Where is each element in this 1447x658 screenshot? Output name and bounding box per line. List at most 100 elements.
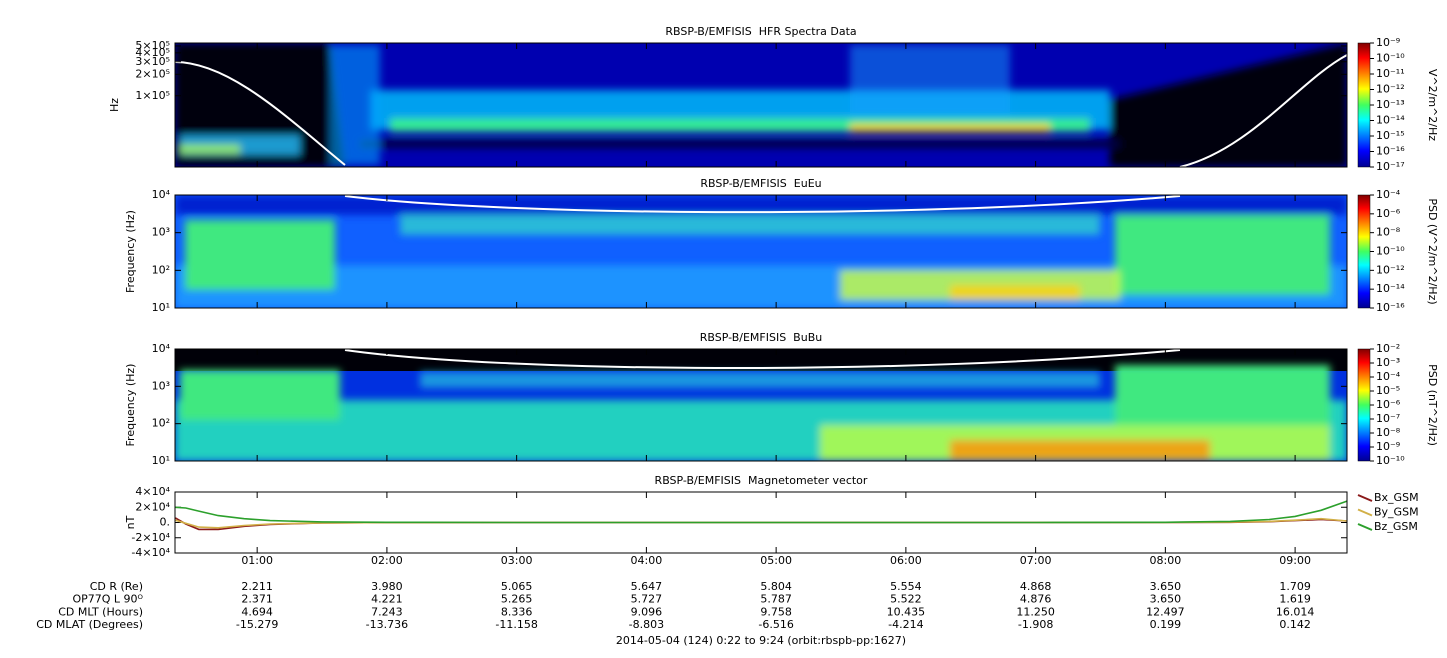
colorbar-tick-label: 10⁻¹⁶ <box>1376 145 1405 158</box>
y-axis-label: Frequency (Hz) <box>124 210 137 293</box>
x-tick-label: 01:00 <box>241 554 273 567</box>
ephemeris-value: -11.158 <box>495 618 537 631</box>
colorbar-tick-label: 10⁻¹⁰ <box>1376 454 1405 467</box>
ephemeris-value: 2.211 <box>241 580 273 593</box>
panel-title: RBSP-B/EMFISIS BuBu <box>700 331 822 344</box>
ephemeris-value: 5.787 <box>760 593 792 606</box>
ephemeris-value: -6.516 <box>758 618 793 631</box>
ephemeris-label: CD MLT (Hours) <box>58 605 143 618</box>
plot-frame <box>174 491 1348 554</box>
footer: 2014-05-04 (124) 0:22 to 9:24 (orbit:rbs… <box>616 634 906 647</box>
x-tick-label: 07:00 <box>1020 554 1052 567</box>
ephemeris-value: 3.650 <box>1150 593 1182 606</box>
panel-title: RBSP-B/EMFISIS Magnetometer vector <box>655 474 868 487</box>
x-tick-label: 06:00 <box>890 554 922 567</box>
colorbar-tick-label: 10⁻¹⁰ <box>1376 245 1405 258</box>
y-tick-label: -4×10⁴ <box>131 546 170 559</box>
ephemeris-value: 5.647 <box>631 580 663 593</box>
colorbar-tick-label: 10⁻⁷ <box>1376 412 1400 425</box>
colorbar-tick-label: 10⁻⁴ <box>1376 370 1401 383</box>
ephemeris-value: 4.876 <box>1020 593 1052 606</box>
y-tick-label: 10⁴ <box>152 342 171 355</box>
colorbar-tick-label: 10⁻⁸ <box>1376 426 1401 439</box>
plot-frame <box>174 42 1348 168</box>
series-line <box>175 500 1348 524</box>
ephemeris-value: 5.522 <box>890 593 922 606</box>
x-tick-label: 02:00 <box>371 554 403 567</box>
colorbar-tick-label: 10⁻⁶ <box>1376 207 1401 220</box>
colorbar-tick-label: 10⁻¹⁵ <box>1376 129 1405 142</box>
ephemeris-value: -15.279 <box>236 618 278 631</box>
ephemeris-value: -13.736 <box>366 618 408 631</box>
ephemeris-value: 0.199 <box>1150 618 1182 631</box>
ephemeris-value: 4.694 <box>241 605 273 618</box>
series-line <box>174 517 1348 531</box>
colorbar-tick-label: 10⁻¹⁷ <box>1376 160 1405 173</box>
plot-frame <box>174 194 1348 309</box>
ephemeris-value: 8.336 <box>501 605 533 618</box>
y-tick-label: 10¹ <box>152 454 170 467</box>
colorbar-tick-label: 10⁻¹² <box>1376 263 1405 276</box>
spectrogram-image <box>175 349 1347 461</box>
y-axis-label: Frequency (Hz) <box>124 364 137 447</box>
y-tick-label: 4×10⁴ <box>135 485 170 498</box>
x-tick-label: 08:00 <box>1150 554 1182 567</box>
ephemeris-value: 9.758 <box>760 605 792 618</box>
ephemeris-value: 3.650 <box>1150 580 1182 593</box>
colorbar-tick-label: 10⁻¹² <box>1376 83 1405 96</box>
y-tick-label: 10⁴ <box>152 188 171 201</box>
ephemeris-value: -1.908 <box>1018 618 1053 631</box>
y-tick-label: 10¹ <box>152 301 170 314</box>
y-tick-label: 4×10⁵ <box>135 46 170 59</box>
ephemeris-value: -4.214 <box>888 618 923 631</box>
ephemeris-value: 5.554 <box>890 580 922 593</box>
colorbar-tick-label: 10⁻² <box>1376 342 1400 355</box>
ephemeris-value: 0.142 <box>1279 618 1311 631</box>
legend-swatch <box>1357 508 1373 517</box>
colorbar-tick-label: 10⁻¹¹ <box>1376 67 1405 80</box>
ephemeris-value: 16.014 <box>1276 605 1315 618</box>
y-tick-label: 10³ <box>152 379 170 392</box>
colorbar <box>1357 42 1371 168</box>
ephemeris-value: 2.371 <box>241 593 273 606</box>
colorbar-tick-label: 10⁻⁹ <box>1376 36 1400 49</box>
legend-label: By_GSM <box>1374 506 1419 519</box>
legend-swatch <box>1357 494 1373 502</box>
y-tick-label: 1×10⁵ <box>135 89 170 102</box>
colorbar-tick-label: 10⁻¹⁶ <box>1376 301 1405 314</box>
ephemeris-value: 5.727 <box>631 593 663 606</box>
ephemeris-value: 5.265 <box>501 593 533 606</box>
colorbar-tick-label: 10⁻³ <box>1376 356 1400 369</box>
legend-swatch <box>1357 523 1373 531</box>
y-tick-label: -2×10⁴ <box>131 531 170 544</box>
panel-title: RBSP-B/EMFISIS EuEu <box>700 177 821 190</box>
colorbar-tick-label: 10⁻¹³ <box>1376 98 1405 111</box>
panel-title: RBSP-B/EMFISIS HFR Spectra Data <box>665 25 856 38</box>
ephemeris-value: 3.980 <box>371 580 403 593</box>
ephemeris-label: CD MLAT (Degrees) <box>36 618 143 631</box>
colorbar-tick-label: 10⁻⁸ <box>1376 226 1401 239</box>
x-tick-label: 09:00 <box>1279 554 1311 567</box>
colorbar <box>1357 194 1371 309</box>
colorbar <box>1357 348 1371 462</box>
colorbar-tick-label: 10⁻¹⁰ <box>1376 52 1405 65</box>
y-tick-label: 5×10⁵ <box>135 39 170 52</box>
ephemeris-value: 12.497 <box>1146 605 1185 618</box>
y-tick-label: 2×10⁵ <box>135 67 170 80</box>
y-axis-label: nT <box>124 515 137 529</box>
x-tick-label: 05:00 <box>760 554 792 567</box>
ephemeris-value: 1.619 <box>1279 593 1311 606</box>
ephemeris-value: 5.804 <box>760 580 792 593</box>
colorbar-label: PSD (nT^2/Hz) <box>1426 364 1439 446</box>
spectrogram-image <box>175 43 1347 167</box>
y-tick-label: 2×10⁴ <box>135 500 170 513</box>
y-tick-label: 10² <box>152 417 170 430</box>
ephemeris-value: 7.243 <box>371 605 403 618</box>
colorbar-label: V^2/m^2/Hz <box>1426 69 1439 141</box>
ephemeris-value: 11.250 <box>1016 605 1055 618</box>
y-tick-label: 10³ <box>152 226 170 239</box>
colorbar-tick-label: 10⁻¹⁴ <box>1376 114 1405 127</box>
ephemeris-value: 10.435 <box>887 605 926 618</box>
x-tick-label: 04:00 <box>631 554 663 567</box>
